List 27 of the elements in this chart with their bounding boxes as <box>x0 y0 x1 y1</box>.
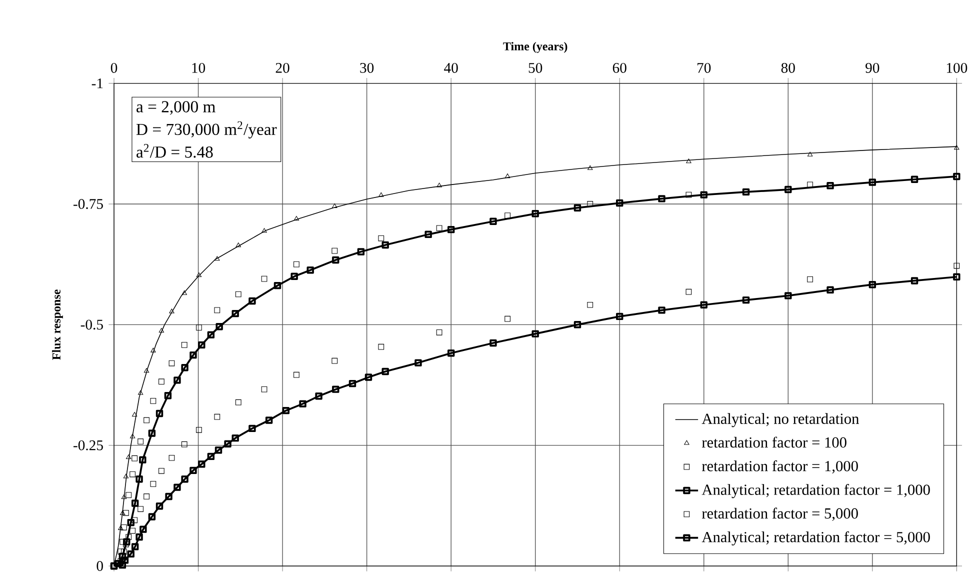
x-tick-label: 100 <box>946 62 968 73</box>
x-axis-title: Time (years) <box>503 42 568 53</box>
annotation: a$^{2}$/D = 5.48 <box>136 144 213 158</box>
legend-label: Analytical; retardation factor = 5,000 <box>702 531 930 546</box>
x-tick-label: 20 <box>276 62 290 73</box>
legend-label: retardation factor = 1,000 <box>702 460 858 474</box>
x-tick-label: 10 <box>192 62 206 73</box>
y-tick-label: -0.5 <box>80 320 103 330</box>
y-tick-label: -0.75 <box>74 199 103 209</box>
x-tick-label: 70 <box>698 62 711 73</box>
y-axis-title: Flux response <box>52 290 63 360</box>
legend-label: Analytical; no retardation <box>702 413 859 428</box>
x-tick-label: 50 <box>528 62 542 73</box>
y-tick-label: -1 <box>92 78 103 88</box>
x-tick-label: 80 <box>781 62 795 73</box>
legend-label: retardation factor = 5,000 <box>702 508 858 521</box>
x-tick-label: 30 <box>360 62 374 73</box>
annotation: D = 730,000 m$^{2}$/year <box>136 121 277 138</box>
legend-label: Analytical; retardation factor = 1,000 <box>702 484 930 498</box>
y-tick-label: -0.25 <box>74 440 103 450</box>
annotation: a = 2,000 m <box>136 101 216 115</box>
x-tick-label: 90 <box>866 62 880 73</box>
x-tick-label: 60 <box>612 62 626 73</box>
legend-label: retardation factor = 100 <box>702 436 846 448</box>
x-tick-label: 40 <box>444 62 458 73</box>
x-tick-label: 0 <box>110 62 118 73</box>
y-tick-label: 0 <box>96 561 103 571</box>
